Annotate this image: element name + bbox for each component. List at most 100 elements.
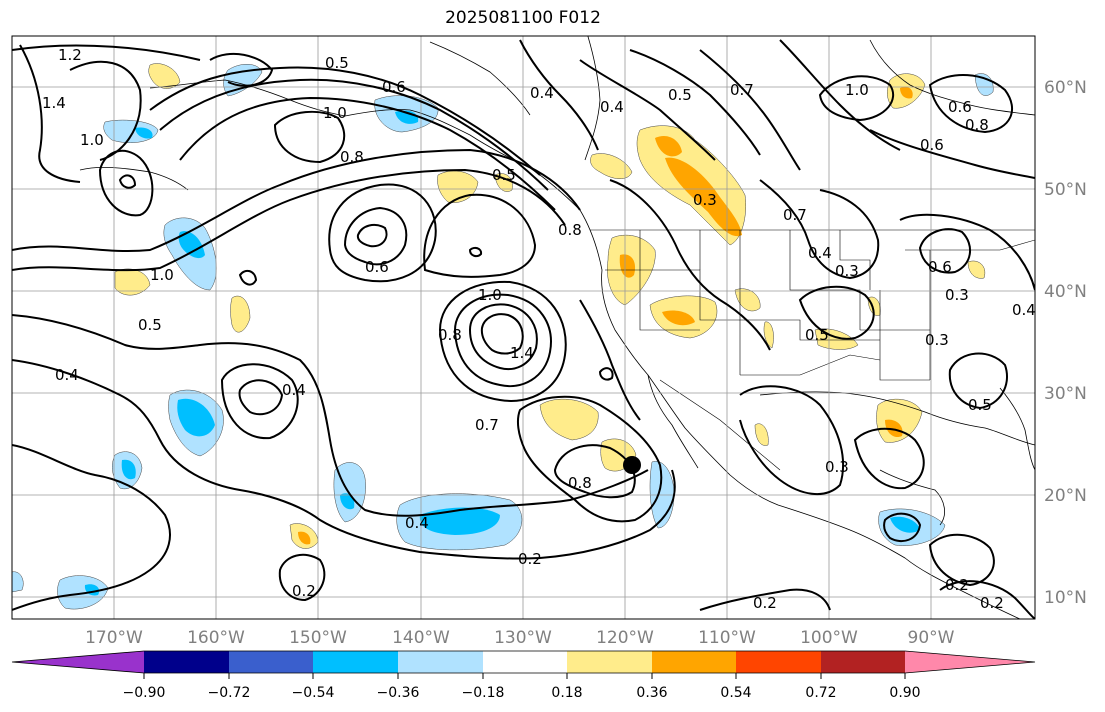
shade-positive-strong [662,310,695,326]
contour-line [553,444,636,499]
lat-label: 60°N [1044,78,1087,98]
contour-layer [12,39,1035,619]
contour-label: 0.2 [945,576,969,594]
colorbar-segment [652,651,736,673]
contour-line [423,193,537,278]
contour-label: 1.4 [510,344,534,362]
border [879,290,930,381]
shade-negative-strong [178,231,205,259]
contour-line [699,49,801,171]
contour-line [928,533,995,587]
contour-line [438,280,567,402]
lon-label: 90°W [908,628,955,648]
contour-line [118,174,137,189]
shade-positive-strong [885,419,903,438]
colorbar-tick-label: −0.18 [462,685,505,701]
contour-label: 0.4 [600,98,624,116]
colorbar: −0.90 −0.72 −0.54 −0.36 −0.18 0.18 0.36 … [11,650,1036,701]
contour-line [609,179,771,351]
contour-label: 0.6 [920,136,944,154]
contour-label: 1.0 [80,131,104,149]
lon-label: 110°W [698,628,756,648]
border [639,230,700,331]
shade-positive-strong [900,86,913,99]
contour-line [220,363,299,440]
coastline [429,41,531,116]
colorbar-tick-label: −0.72 [208,685,251,701]
shade-positive [114,268,151,296]
contour-label: 0.4 [282,381,306,399]
map-background [12,36,1035,619]
contour-label: 0.8 [568,474,592,492]
colorbar-segment [313,651,398,673]
contour-line [278,553,326,602]
shade-positive [754,423,769,446]
shade-positive [494,173,513,192]
contour-line [869,129,1035,179]
contour-label-layer: 1.2 1.4 1.0 0.5 0.6 1.0 0.8 0.4 0.6 0.4 … [42,46,1036,612]
contour-line [739,385,844,496]
contour-line [818,75,895,122]
contour-line [12,359,676,560]
colorbar-tick-label: 0.54 [720,685,751,701]
contour-line [179,96,556,211]
lat-label: 30°N [1044,384,1087,404]
lon-label: 150°W [289,628,347,648]
contour-label: 0.5 [325,54,349,72]
coastline [869,39,1035,116]
shade-positive-strong [655,135,682,157]
contour-line [12,148,581,253]
longitude-labels: 170°W 160°W 150°W 140°W 130°W 120°W 110°… [85,628,955,648]
colorbar-tick-label: −0.90 [123,685,166,701]
shade-positive [763,321,774,349]
shade-negative-strong [340,493,355,510]
lon-label: 120°W [596,628,654,648]
contour-line [159,78,549,191]
contour-line [209,52,274,87]
contour-label: 0.3 [945,286,969,304]
coastline [149,79,1021,619]
shade-positive [230,295,251,333]
coastline [879,469,945,526]
contour-label: 0.3 [825,458,849,476]
contour-line [343,206,408,266]
contour-label: 0.4 [1012,301,1036,319]
colorbar-segment [398,651,483,673]
contour-label: 0.3 [693,191,717,209]
border [839,230,871,290]
contour-label: 0.4 [405,514,429,532]
colorbar-segment [229,651,313,673]
colorbar-segment [144,651,229,673]
contour-line [928,74,1014,134]
contour-line [883,512,922,543]
colorbar-tick-label: 0.72 [805,685,836,701]
border [905,239,1035,251]
contour-line [519,39,599,151]
colorbar-extend-high [905,651,1035,673]
lat-label: 10°N [1044,588,1087,608]
contour-label: 1.4 [42,94,66,112]
border [739,230,880,341]
contour-line [579,59,716,161]
contour-line [779,39,901,151]
shade-positive-strong [665,157,742,237]
contour-line [468,303,538,370]
coastline [999,387,1035,471]
lon-label: 160°W [187,628,245,648]
shade-negative-strong [890,516,920,533]
shade-positive [590,153,633,179]
contour-label: 0.7 [783,206,807,224]
colorbar-tick-label: 0.18 [551,685,582,701]
coastline-layer [79,36,1035,619]
contour-line [939,580,1035,619]
contour-line [19,44,81,183]
border [605,269,741,375]
contour-label: 0.5 [805,326,829,344]
contour-label: 0.5 [138,316,162,334]
lat-label: 40°N [1044,282,1087,302]
contour-label: 0.2 [980,594,1004,612]
contour-line [273,110,346,164]
colorbar-tick-label: −0.36 [377,685,420,701]
contour-label: 0.8 [965,116,989,134]
